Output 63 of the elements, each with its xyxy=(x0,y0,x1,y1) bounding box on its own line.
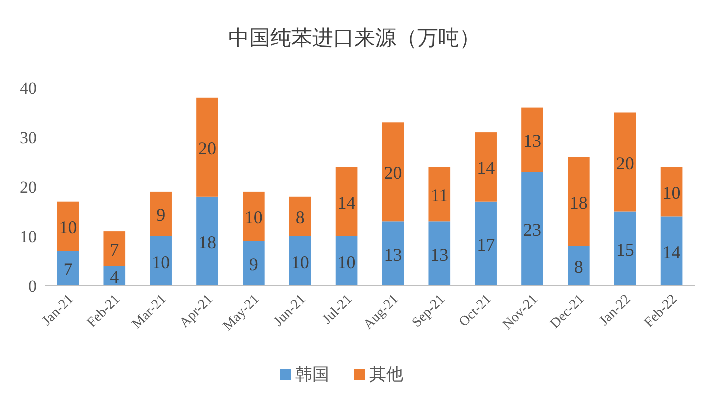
data-label: 23 xyxy=(524,220,542,240)
data-label: 13 xyxy=(384,244,402,265)
data-label: 14 xyxy=(662,242,681,262)
data-label: 18 xyxy=(570,192,588,213)
bar xyxy=(428,167,451,222)
data-label: 14 xyxy=(477,158,496,178)
bar xyxy=(196,98,218,197)
y-tick-label: 10 xyxy=(20,228,37,246)
bar xyxy=(382,222,404,286)
data-label: 11 xyxy=(430,185,448,206)
bar xyxy=(475,202,497,286)
bar xyxy=(150,236,172,286)
chart-title: 中国纯苯进口来源（万吨） xyxy=(228,26,480,50)
bar xyxy=(614,112,636,212)
bar xyxy=(428,222,451,286)
data-label: 20 xyxy=(616,153,634,174)
bar xyxy=(522,108,544,172)
data-label: 17 xyxy=(477,234,496,255)
data-label: 10 xyxy=(152,252,170,272)
data-label: 10 xyxy=(662,182,681,203)
y-tick-label: 30 xyxy=(20,128,37,148)
y-tick-label: 40 xyxy=(20,79,37,98)
data-label: 10 xyxy=(291,252,310,272)
bar xyxy=(336,236,358,286)
bar xyxy=(660,167,683,217)
bar xyxy=(196,196,218,286)
bar xyxy=(382,122,404,222)
bar xyxy=(614,212,636,286)
data-label: 10 xyxy=(338,252,356,272)
data-label: 13 xyxy=(430,244,449,265)
y-tick-label: 0 xyxy=(28,277,37,296)
bar xyxy=(104,232,126,266)
data-label: 14 xyxy=(338,192,356,213)
legend-label: 韩国 xyxy=(296,365,330,385)
data-label: 20 xyxy=(198,138,216,158)
bar xyxy=(475,132,497,202)
data-label: 7 xyxy=(110,240,120,260)
bar xyxy=(522,172,544,286)
data-label: 9 xyxy=(249,254,258,275)
data-label: 9 xyxy=(156,205,166,226)
bar xyxy=(289,236,312,286)
data-label: 15 xyxy=(616,240,634,260)
data-label: 10 xyxy=(59,218,78,238)
y-tick-label: 20 xyxy=(20,178,37,197)
data-label: 8 xyxy=(574,257,584,278)
bar xyxy=(57,202,80,252)
bar xyxy=(568,246,590,286)
data-label: 13 xyxy=(524,130,542,151)
bar xyxy=(57,251,80,286)
bar xyxy=(243,192,265,242)
bar xyxy=(336,167,358,236)
bar xyxy=(243,241,265,286)
data-label: 10 xyxy=(244,208,263,228)
data-label: 7 xyxy=(64,260,73,280)
bar xyxy=(289,196,312,236)
data-label: 20 xyxy=(384,163,402,184)
bar xyxy=(150,192,172,236)
legend-label: 其他 xyxy=(370,365,404,385)
data-label: 18 xyxy=(198,232,216,252)
data-label: 4 xyxy=(110,267,120,288)
data-label: 8 xyxy=(296,208,305,228)
bar xyxy=(568,157,590,246)
bar xyxy=(660,216,683,286)
